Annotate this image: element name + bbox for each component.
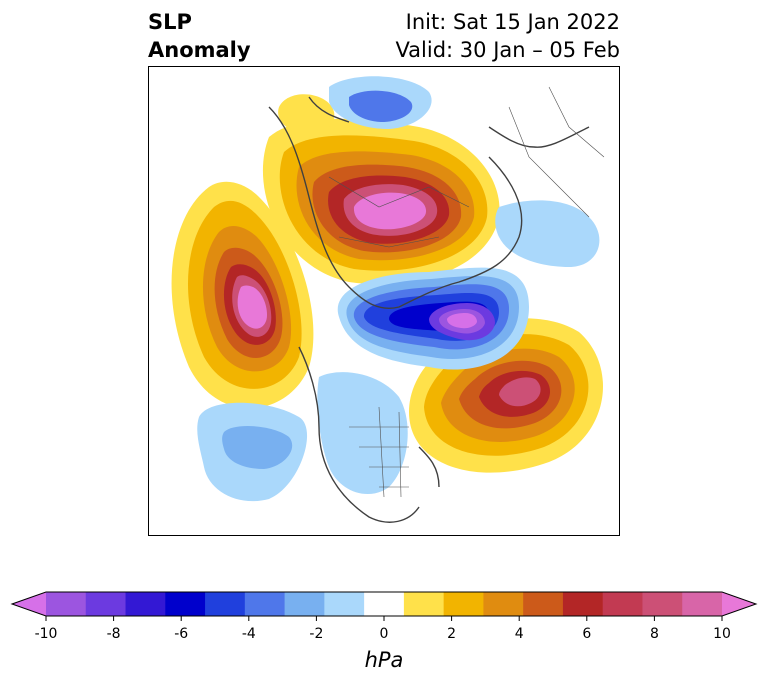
colorbar-cell [403, 592, 445, 616]
title-variable-type: Anomaly [148, 38, 251, 62]
colorbar-unit-label: hPa [364, 648, 404, 672]
colorbar-cell [642, 592, 683, 616]
title-variable: SLP [148, 10, 192, 34]
colorbar-cell [602, 592, 643, 616]
colorbar-tick-label: 4 [515, 626, 524, 642]
colorbar-tick-label: 2 [447, 626, 456, 642]
anomaly-map-svg [171, 76, 605, 523]
top-negative-anomaly [329, 76, 432, 129]
colorbar-max-extension [722, 592, 756, 616]
map-dates: Init: Sat 15 Jan 2022 Valid: 30 Jan – 05… [395, 8, 620, 64]
europe-negative-anomaly [495, 200, 600, 267]
init-date: Init: Sat 15 Jan 2022 [405, 10, 620, 34]
colorbar-cell [562, 592, 604, 616]
coastlines [268, 96, 590, 523]
small-positive-anomaly [278, 94, 335, 134]
colorbar-cell [284, 592, 325, 616]
colorbar-min-extension [12, 592, 46, 616]
colorbar-tick-label: -6 [174, 626, 188, 642]
political-borders [328, 86, 605, 498]
colorbar-tick-label: -2 [309, 626, 323, 642]
colorbar-cell [125, 592, 166, 616]
colorbar-cell [364, 592, 405, 616]
colorbar-cell [324, 592, 365, 616]
colorbar-tick-label: 8 [650, 626, 659, 642]
polar-negative-anomaly [337, 267, 529, 370]
colorbar-tick-label: -4 [242, 626, 256, 642]
valid-range: Valid: 30 Jan – 05 Feb [395, 38, 620, 62]
colorbar-tick-label: 0 [380, 626, 389, 642]
colorbar-cell [523, 592, 564, 616]
colorbar-cell [165, 592, 206, 616]
arctic-positive-anomaly [262, 118, 500, 285]
colorbar-cell [443, 592, 484, 616]
colorbar-tick-label: -10 [35, 626, 58, 642]
colorbar-svg: -10 -8 -6 -4 -2 0 2 4 6 8 10 [10, 591, 758, 642]
polar-map [148, 66, 620, 536]
colorbar-cell [46, 592, 87, 616]
pacific-positive-anomaly [171, 181, 314, 409]
colorbar-cell [483, 592, 524, 616]
colorbar-cell [205, 592, 246, 616]
pacific-negative-anomaly [197, 402, 308, 502]
map-title: SLP Anomaly [148, 8, 251, 64]
colorbar-tick-label: -8 [107, 626, 121, 642]
colorbar-cell [682, 592, 723, 616]
america-negative-anomaly [317, 372, 408, 495]
colorbar-cell [85, 592, 127, 616]
colorbar-tick-label: 6 [582, 626, 591, 642]
colorbar-tick-label: 10 [713, 626, 731, 642]
colorbar-cell [244, 592, 286, 616]
colorbar: -10 -8 -6 -4 -2 0 2 4 6 8 10 [0, 580, 768, 686]
